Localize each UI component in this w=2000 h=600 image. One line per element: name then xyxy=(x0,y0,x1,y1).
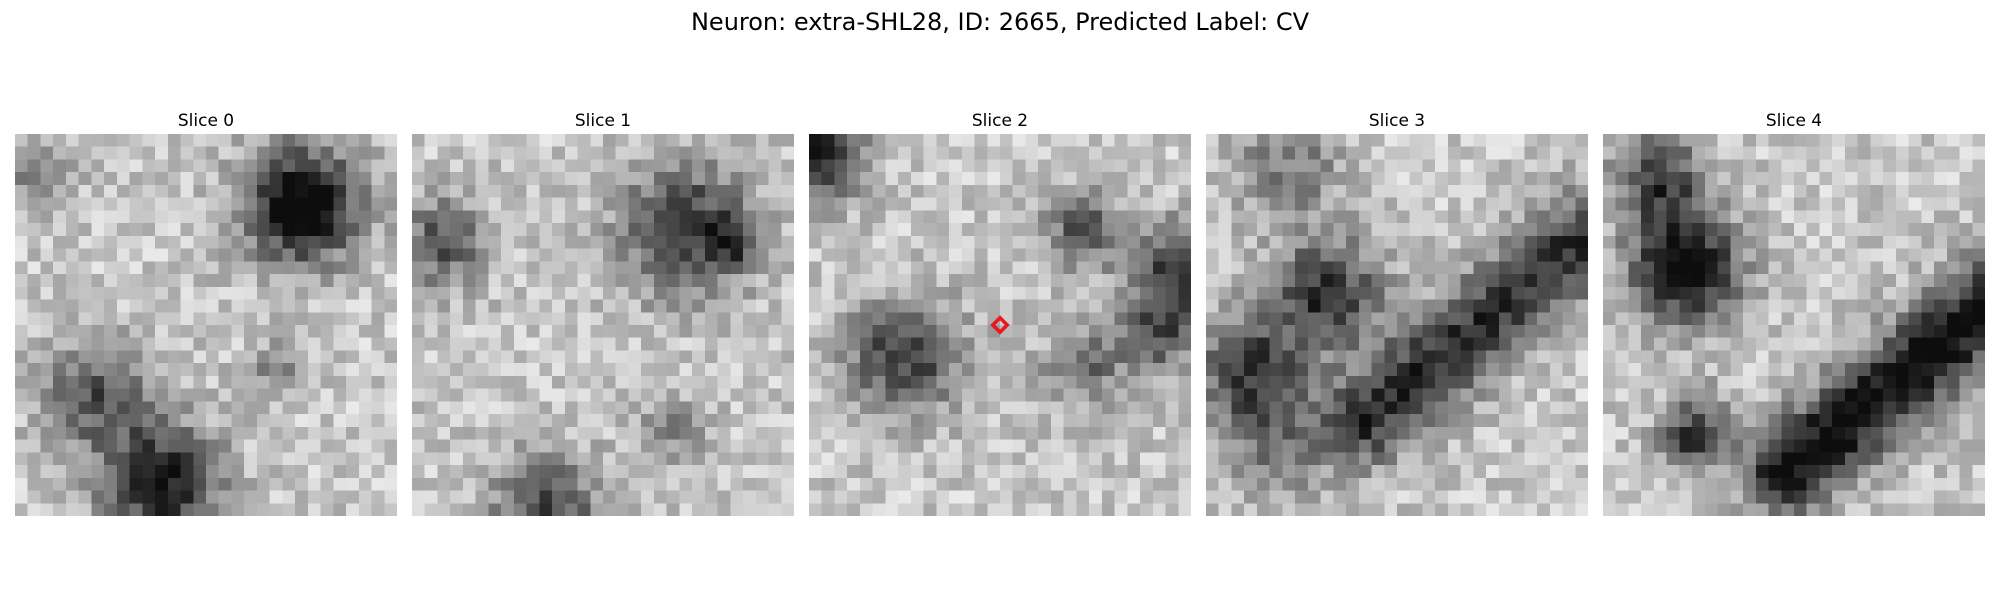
slice-panel-3: Slice 3 xyxy=(1206,108,1588,516)
slice-image xyxy=(15,134,397,516)
slice-image xyxy=(809,134,1191,516)
slice-title: Slice 4 xyxy=(1765,111,1823,131)
slice-panel-1: Slice 1 xyxy=(412,108,794,516)
slice-panel-0: Slice 0 xyxy=(15,108,397,516)
slice-title: Slice 0 xyxy=(177,111,235,131)
slice-panel-2: Slice 2 xyxy=(809,108,1191,516)
slice-image xyxy=(1603,134,1985,516)
center-marker-icon xyxy=(990,315,1010,335)
figure-title: Neuron: extra-SHL28, ID: 2665, Predicted… xyxy=(690,8,1310,36)
slice-panel-4: Slice 4 xyxy=(1603,108,1985,516)
slice-image xyxy=(412,134,794,516)
slice-title: Slice 1 xyxy=(574,111,632,131)
slice-image xyxy=(1206,134,1588,516)
slice-title: Slice 3 xyxy=(1368,111,1426,131)
slice-title: Slice 2 xyxy=(971,111,1029,131)
